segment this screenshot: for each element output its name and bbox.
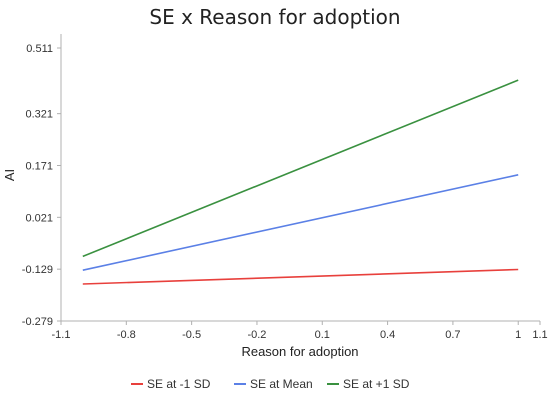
legend: SE at -1 SD SE at Mean SE at +1 SD [131,377,410,391]
x-tick-label: -1.1 [52,329,71,341]
x-tick-label: 0.4 [380,329,395,341]
series-line-2 [82,174,519,271]
series-line-3 [82,79,519,258]
x-tick-label: 0.7 [445,329,460,341]
x-axis-title: Reason for adoption [241,344,358,359]
x-tick-label: -0.5 [182,329,201,341]
x-tick-label: -0.8 [117,329,136,341]
x-tick-label: 1 [515,329,521,341]
chart-title: SE x Reason for adoption [149,5,400,29]
y-tick-label: 0.511 [26,43,53,55]
x-tick-label: 0.1 [315,329,330,341]
axes: -0.279 -0.129 0.021 0.171 0.321 0.511 -1.1 -0.8… [22,34,548,341]
y-tick-label: 0.171 [25,160,53,172]
y-tick-label: 0.021 [25,212,53,224]
legend-label-2: SE at Mean [250,377,313,391]
series-lines [82,79,519,285]
y-axis-title: AI [2,169,17,181]
legend-label-1: SE at -1 SD [147,377,211,391]
x-tick-label: 1.1 [532,329,547,341]
y-tick-label: -0.129 [22,264,53,276]
series-line-1 [82,268,519,285]
y-tick-label: -0.279 [22,316,53,328]
legend-label-3: SE at +1 SD [343,377,410,391]
x-tick-label: -0.2 [247,329,266,341]
y-tick-label: 0.321 [25,109,53,121]
